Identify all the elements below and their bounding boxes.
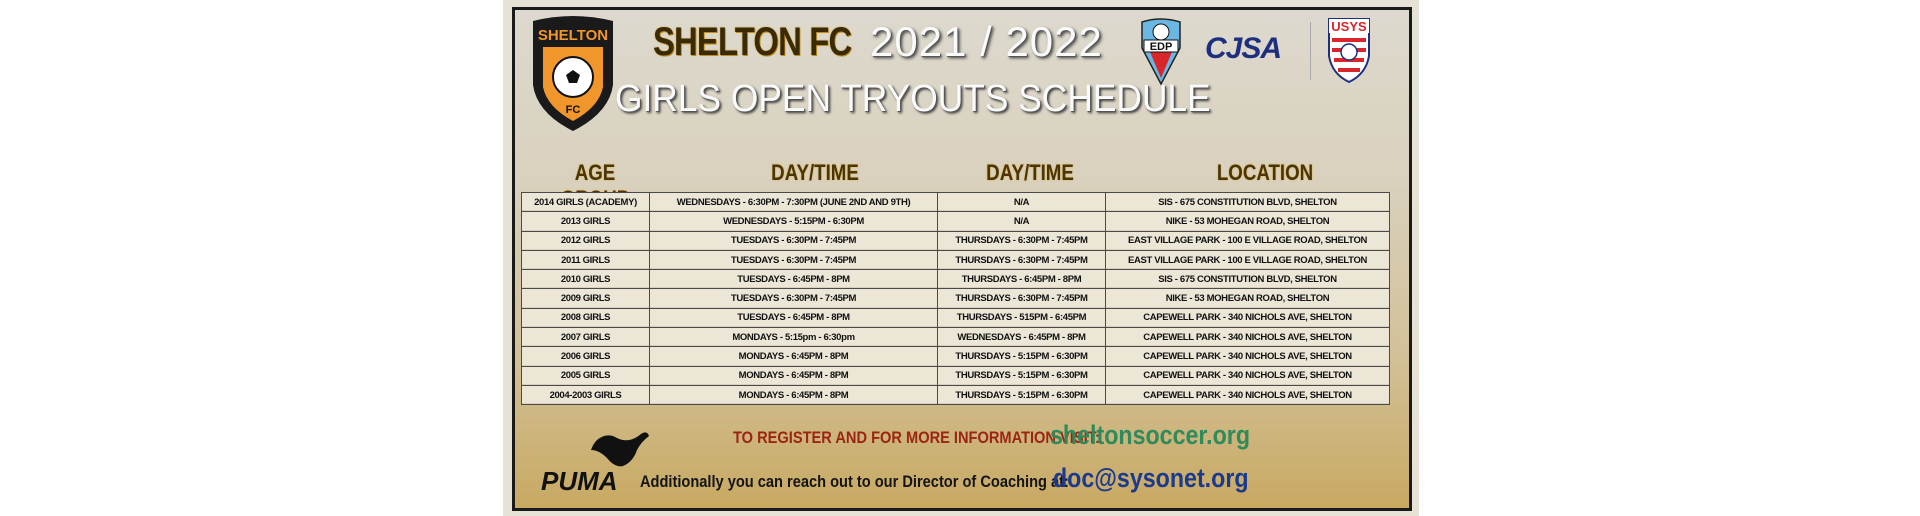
schedule-subtitle: GIRLS OPEN TRYOUTS SCHEDULE bbox=[615, 78, 1211, 120]
day-time-2-cell: THURSDAYS - 6:45PM - 8PM bbox=[937, 269, 1106, 290]
day-time-2-cell: N/A bbox=[937, 211, 1106, 232]
day-time-1-cell: MONDAYS - 5:15pm - 6:30pm bbox=[649, 327, 938, 348]
age-group-cell: 2010 GIRLS bbox=[521, 269, 650, 290]
table-row: 2014 GIRLS (ACADEMY) WEDNESDAYS - 6:30PM … bbox=[521, 191, 1390, 213]
column-header-location: LOCATION bbox=[1216, 160, 1314, 185]
day-time-1-cell: TUESDAYS - 6:30PM - 7:45PM bbox=[649, 230, 938, 251]
tryouts-schedule-table: 2014 GIRLS (ACADEMY) WEDNESDAYS - 6:30PM … bbox=[521, 191, 1390, 406]
age-group-cell: 2005 GIRLS bbox=[521, 365, 650, 386]
location-cell: EAST VILLAGE PARK - 100 E VILLAGE ROAD, … bbox=[1105, 230, 1390, 251]
poster-frame: SHELTON FC SHELTON FC 2021 / 2022 GIRLS … bbox=[512, 7, 1412, 511]
location-cell: CAPEWELL PARK - 340 NICHOLS AVE, SHELTON bbox=[1105, 365, 1390, 386]
location-cell: SIS - 675 CONSTITUTION BLVD, SHELTON bbox=[1105, 191, 1390, 213]
puma-logo: PUMA bbox=[541, 432, 649, 496]
day-time-1-cell: MONDAYS - 6:45PM - 8PM bbox=[649, 346, 938, 367]
shelton-fc-crest-logo: SHELTON FC bbox=[533, 16, 613, 131]
table-row: 2009 GIRLS TUESDAYS - 6:30PM - 7:45PM THUR… bbox=[521, 288, 1390, 309]
table-row: 2007 GIRLS MONDAYS - 5:15pm - 6:30pm WEDNE… bbox=[521, 327, 1390, 348]
table-row: 2008 GIRLS TUESDAYS - 6:45PM - 8PM THURSDA… bbox=[521, 307, 1390, 329]
location-cell: NIKE - 53 MOHEGAN ROAD, SHELTON bbox=[1105, 288, 1390, 309]
puma-wordmark: PUMA bbox=[541, 466, 618, 496]
table-row: 2010 GIRLS TUESDAYS - 6:45PM - 8PM THURSDA… bbox=[521, 269, 1390, 290]
day-time-1-cell: WEDNESDAYS - 5:15PM - 6:30PM bbox=[649, 211, 938, 232]
tryouts-poster: SHELTON FC SHELTON FC 2021 / 2022 GIRLS … bbox=[503, 0, 1419, 516]
location-cell: EAST VILLAGE PARK - 100 E VILLAGE ROAD, … bbox=[1105, 249, 1390, 271]
day-time-2-cell: THURSDAYS - 5:15PM - 6:30PM bbox=[937, 346, 1106, 367]
age-group-cell: 2012 GIRLS bbox=[521, 230, 650, 251]
age-group-cell: 2006 GIRLS bbox=[521, 346, 650, 367]
register-info-text: TO REGISTER AND FOR MORE INFORMATION VIS… bbox=[733, 428, 1100, 447]
register-url-link[interactable]: sheltonsoccer.org bbox=[1050, 420, 1251, 450]
location-cell: CAPEWELL PARK - 340 NICHOLS AVE, SHELTON bbox=[1105, 384, 1390, 406]
day-time-2-cell: THURSDAYS - 6:30PM - 7:45PM bbox=[937, 249, 1106, 271]
table-row: 2005 GIRLS MONDAYS - 6:45PM - 8PM THURSDAY… bbox=[521, 365, 1390, 386]
table-row: 2006 GIRLS MONDAYS - 6:45PM - 8PM THURSDAY… bbox=[521, 346, 1390, 367]
age-group-cell: 2004-2003 GIRLS bbox=[521, 384, 650, 406]
day-time-1-cell: MONDAYS - 6:45PM - 8PM bbox=[649, 384, 938, 406]
age-group-cell: 2014 GIRLS (ACADEMY) bbox=[521, 191, 650, 213]
age-group-cell: 2007 GIRLS bbox=[521, 327, 650, 348]
table-row: 2004-2003 GIRLS MONDAYS - 6:45PM - 8PM THU… bbox=[521, 384, 1390, 406]
day-time-2-cell: THURSDAYS - 515PM - 6:45PM bbox=[937, 307, 1106, 329]
contact-info-text: Additionally you can reach out to our Di… bbox=[640, 472, 1069, 491]
age-group-cell: 2009 GIRLS bbox=[521, 288, 650, 309]
column-header-day-time-2: DAY/TIME bbox=[986, 160, 1074, 185]
cjsa-logo: CJSA bbox=[1205, 32, 1282, 65]
edp-logo: EDP bbox=[1141, 18, 1181, 86]
day-time-2-cell: THURSDAYS - 5:15PM - 6:30PM bbox=[937, 365, 1106, 386]
crest-top-text: SHELTON bbox=[538, 27, 608, 44]
day-time-1-cell: TUESDAYS - 6:30PM - 7:45PM bbox=[649, 249, 938, 271]
table-row: 2012 GIRLS TUESDAYS - 6:30PM - 7:45PM THUR… bbox=[521, 230, 1390, 251]
contact-email-link[interactable]: doc@sysonet.org bbox=[1053, 463, 1249, 493]
column-header-day-time-1: DAY/TIME bbox=[771, 160, 859, 185]
day-time-1-cell: TUESDAYS - 6:45PM - 8PM bbox=[649, 269, 938, 290]
location-cell: CAPEWELL PARK - 340 NICHOLS AVE, SHELTON bbox=[1105, 346, 1390, 367]
age-group-cell: 2008 GIRLS bbox=[521, 307, 650, 329]
location-cell: NIKE - 53 MOHEGAN ROAD, SHELTON bbox=[1105, 211, 1390, 232]
svg-text:EDP: EDP bbox=[1150, 41, 1173, 53]
table-row: 2011 GIRLS TUESDAYS - 6:30PM - 7:45PM THUR… bbox=[521, 249, 1390, 271]
location-cell: SIS - 675 CONSTITUTION BLVD, SHELTON bbox=[1105, 269, 1390, 290]
day-time-2-cell: N/A bbox=[937, 191, 1106, 213]
location-cell: CAPEWELL PARK - 340 NICHOLS AVE, SHELTON bbox=[1105, 327, 1390, 348]
day-time-1-cell: MONDAYS - 6:45PM - 8PM bbox=[649, 365, 938, 386]
usys-logo: USYS bbox=[1328, 18, 1370, 84]
location-cell: CAPEWELL PARK - 340 NICHOLS AVE, SHELTON bbox=[1105, 307, 1390, 329]
age-group-cell: 2013 GIRLS bbox=[521, 211, 650, 232]
day-time-2-cell: THURSDAYS - 6:30PM - 7:45PM bbox=[937, 288, 1106, 309]
crest-bottom-text: FC bbox=[566, 104, 581, 116]
day-time-2-cell: THURSDAYS - 6:30PM - 7:45PM bbox=[937, 230, 1106, 251]
day-time-1-cell: TUESDAYS - 6:30PM - 7:45PM bbox=[649, 288, 938, 309]
svg-text:USYS: USYS bbox=[1331, 19, 1367, 34]
club-title: SHELTON FC bbox=[653, 20, 852, 64]
season-title: 2021 / 2022 bbox=[870, 18, 1103, 65]
logo-divider bbox=[1310, 22, 1311, 80]
day-time-1-cell: TUESDAYS - 6:45PM - 8PM bbox=[649, 307, 938, 329]
day-time-1-cell: WEDNESDAYS - 6:30PM - 7:30PM (JUNE 2ND A… bbox=[649, 191, 938, 213]
day-time-2-cell: WEDNESDAYS - 6:45PM - 8PM bbox=[937, 327, 1106, 348]
table-row: 2013 GIRLS WEDNESDAYS - 5:15PM - 6:30PM N/… bbox=[521, 211, 1390, 232]
day-time-2-cell: THURSDAYS - 5:15PM - 6:30PM bbox=[937, 384, 1106, 406]
age-group-cell: 2011 GIRLS bbox=[521, 249, 650, 271]
